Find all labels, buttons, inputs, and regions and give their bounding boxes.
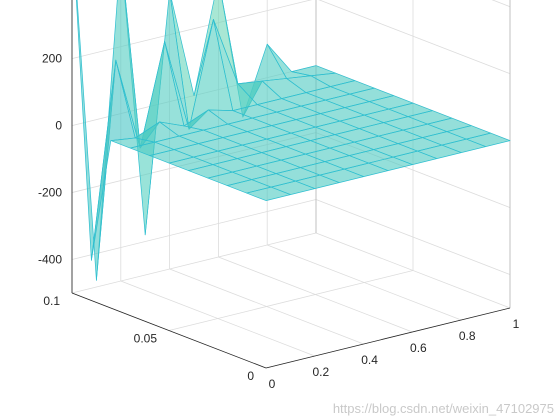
y-tick-label: 0.05	[134, 332, 158, 346]
grid-line-y-floor	[168, 270, 414, 331]
z-tick-label: 200	[42, 52, 62, 66]
x-axis-line	[265, 307, 511, 369]
x-tick-label: 0.2	[312, 365, 329, 379]
grid-line-z-side	[315, 199, 511, 275]
x-tick-label: 0	[269, 377, 276, 391]
grid-line-z-back	[71, 0, 313, 60]
grid-line-z-side	[318, 0, 511, 75]
z-tick-label: -400	[38, 253, 62, 267]
x-tick-label: 0.4	[361, 353, 378, 367]
z-tick-label: 0	[55, 119, 62, 133]
y-tick-label: 0.1	[43, 294, 60, 308]
x-tick-label: 0.8	[459, 329, 476, 343]
z-tick-label: -200	[38, 186, 62, 200]
x-tick-label: 0.6	[410, 341, 427, 355]
watermark-text: https://blog.csdn.net/weixin_47102975	[332, 401, 554, 416]
surface-face	[246, 186, 291, 201]
surface-mesh	[76, 0, 511, 281]
y-axis-line	[71, 292, 267, 369]
grid-line-z-back	[71, 199, 317, 260]
y-tick-label: 0	[247, 369, 254, 383]
grid-line-y-floor	[71, 232, 317, 294]
x-tick-label: 1	[513, 317, 520, 331]
